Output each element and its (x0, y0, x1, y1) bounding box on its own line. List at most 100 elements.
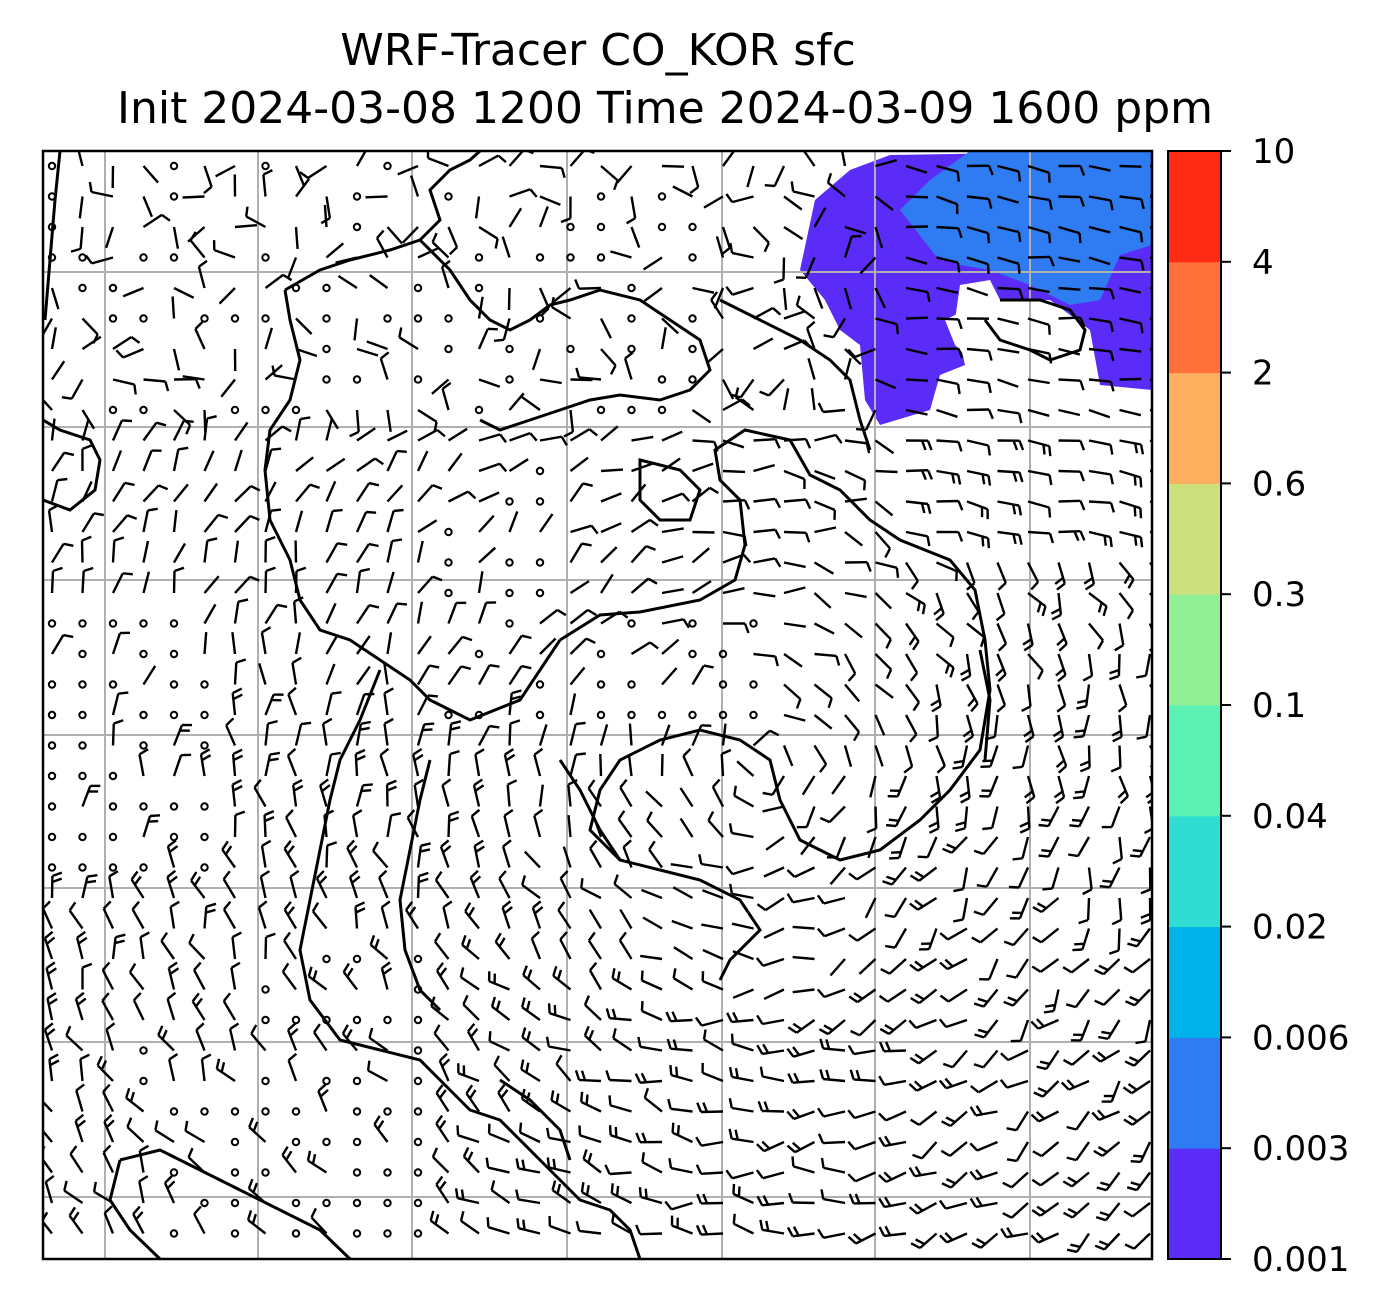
calm-circle (261, 253, 270, 262)
wind-barb-flag (610, 1183, 614, 1194)
wind-barb-staff (1068, 1079, 1090, 1091)
wind-barb-staff (610, 1134, 632, 1144)
wind-barb-flag (373, 1115, 381, 1126)
wind-barb-staff (447, 665, 463, 686)
wind-barb-staff (1027, 225, 1050, 235)
wind-barb-staff (722, 553, 745, 564)
wind-barb-staff (646, 819, 663, 838)
wind-barb-flag (1018, 413, 1023, 424)
wind-barb-staff (823, 927, 846, 938)
wind-barb-flag (75, 1083, 85, 1092)
wind-barb-staff (661, 430, 683, 442)
wind-barb-staff (470, 815, 481, 838)
wind-barb-staff (631, 462, 653, 473)
wind-barb-staff (439, 846, 450, 868)
wind-barb-flag (546, 1157, 551, 1168)
wind-barb-flag (1073, 735, 1084, 739)
calm-circle (47, 619, 57, 628)
wind-barb-flag (648, 840, 656, 851)
wind-barb-flag (914, 993, 925, 1001)
wind-barb-flag (795, 295, 801, 306)
wind-barb-flag (352, 809, 363, 817)
wind-barb-flag (429, 664, 440, 669)
wind-barb-flag (265, 535, 276, 542)
wind-barb-flag (560, 436, 568, 446)
wind-barb-staff (592, 815, 603, 838)
wind-barb-staff (313, 1031, 328, 1052)
wind-barb-flag (865, 561, 872, 572)
wind-barb-flag (383, 687, 394, 695)
wind-barb-staff (630, 483, 647, 503)
wind-barb-flag (1109, 668, 1120, 675)
wind-barb-staff (753, 557, 776, 564)
calm-circle (352, 1076, 362, 1086)
wind-barb-staff (814, 500, 836, 512)
wind-barb-flag (318, 875, 328, 885)
wind-barb-flag (939, 1234, 948, 1244)
calm-circle (261, 314, 270, 323)
wind-barb-flag (486, 1217, 490, 1228)
wind-barb-staff (977, 1079, 999, 1094)
wind-barb-flag (292, 778, 303, 786)
wind-barb-staff (1007, 1049, 1029, 1062)
wind-barb-staff (1099, 1049, 1121, 1063)
wind-barb-flag (115, 933, 126, 939)
wind-barb-staff (935, 592, 945, 615)
wind-barb-flag (462, 635, 473, 642)
wind-barb-staff (521, 1097, 541, 1113)
wind-barb-staff (286, 755, 298, 777)
wind-barb-flag (281, 425, 292, 433)
wind-barb-staff (962, 867, 969, 890)
wind-barb-flag (638, 1186, 642, 1198)
wind-barb-flag (1109, 474, 1114, 485)
wind-barb-staff (1088, 286, 1111, 291)
wind-barb-flag (1031, 1209, 1042, 1217)
wind-barb-flag (1055, 796, 1065, 805)
wind-barb-staff (416, 724, 426, 746)
wind-barb-staff (416, 450, 429, 472)
wind-barb-flag (474, 784, 485, 792)
wind-barb-staff (518, 1198, 541, 1205)
wind-barb-staff (762, 1228, 785, 1235)
calm-circle (169, 710, 179, 720)
calm-circle (352, 222, 362, 232)
wind-barb-staff (172, 509, 178, 533)
wind-barb-staff (1040, 1141, 1060, 1158)
wind-barb-flag (268, 757, 279, 762)
wind-barb-staff (203, 575, 220, 594)
wind-barb-staff (233, 540, 240, 563)
wind-barb-flag (366, 1060, 371, 1071)
wind-barb-staff (172, 420, 185, 442)
wind-barb-staff (474, 196, 481, 219)
wind-barb-staff (195, 1029, 206, 1051)
wind-barb-flag (827, 697, 833, 709)
wind-barb-flag (224, 845, 233, 856)
wind-barb-flag (1057, 673, 1067, 683)
wind-barb-flag (928, 821, 939, 828)
wind-barb-flag (249, 575, 260, 582)
wind-barb-staff (630, 518, 651, 534)
wind-barb-flag (975, 1105, 983, 1115)
wind-barb-flag (438, 1180, 447, 1191)
wind-barb-flag (79, 1053, 90, 1061)
calm-circle (139, 314, 148, 323)
wind-barb-staff (386, 226, 403, 245)
wind-barb-flag (817, 1228, 825, 1239)
wind-barb-flag (168, 1052, 179, 1061)
wind-barb-staff (356, 457, 376, 472)
calm-circle (261, 405, 270, 415)
calm-circle (322, 283, 331, 293)
wind-barb-staff (493, 1064, 511, 1082)
wind-barb-staff (951, 1049, 968, 1068)
wind-barb-staff (875, 317, 898, 326)
wind-barb-flag (1117, 789, 1127, 799)
wind-barb-staff (997, 469, 1020, 474)
wind-barb-staff (1088, 378, 1112, 383)
wind-barb-staff (966, 530, 989, 540)
wind-barb-flag (381, 900, 391, 909)
wind-barb-flag (644, 1188, 648, 1199)
wind-barb-flag (944, 663, 951, 674)
wind-barb-staff (691, 547, 710, 564)
wind-barb-staff (552, 287, 572, 303)
wind-barb-staff (1026, 806, 1031, 829)
